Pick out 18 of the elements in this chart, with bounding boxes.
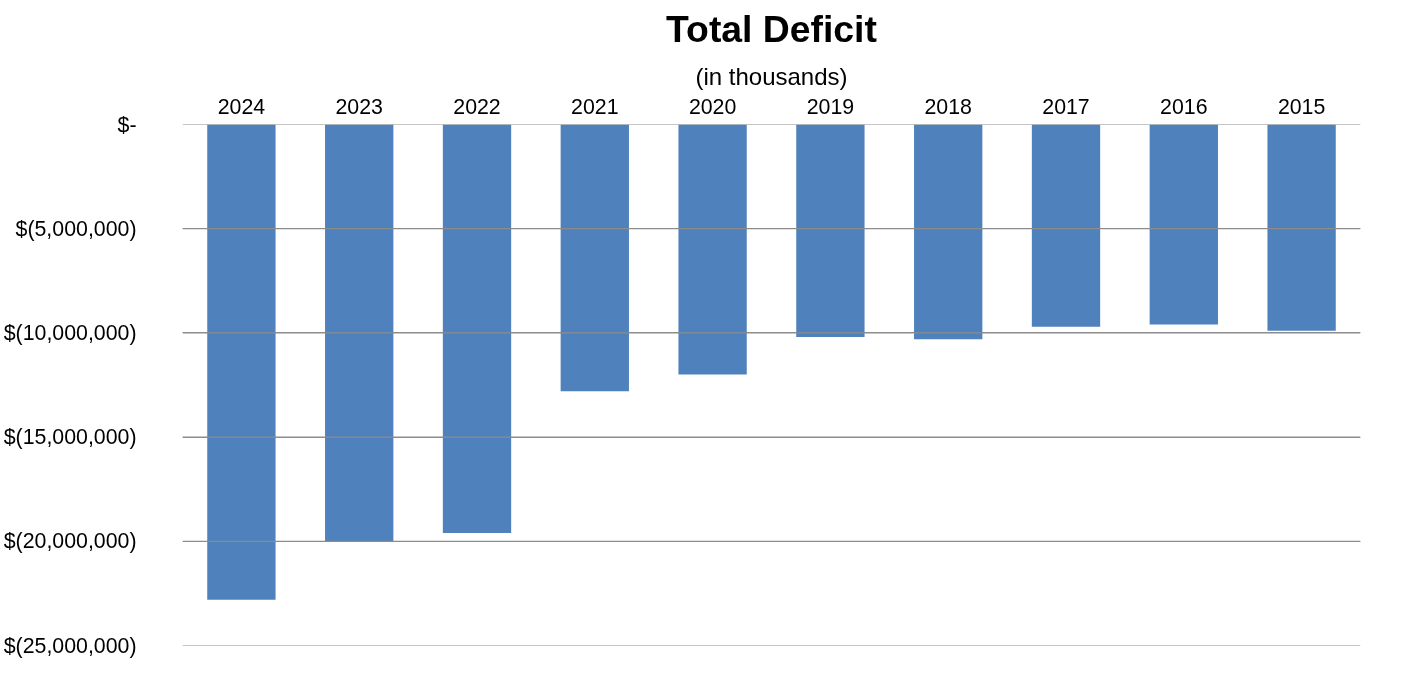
y-tick-label: $(25,000,000) [3, 633, 137, 658]
x-tick-label: 2016 [1160, 94, 1208, 119]
x-tick-label: 2019 [806, 94, 855, 119]
x-tick-label: 2022 [453, 94, 501, 119]
chart-title: Total Deficit [666, 7, 877, 50]
y-tick-label: $(5,000,000) [15, 216, 137, 241]
y-tick-label: $(10,000,000) [3, 320, 137, 345]
x-tick-label: 2021 [571, 94, 619, 119]
y-tick-label: $(20,000,000) [3, 529, 137, 554]
y-tick-label: $(15,000,000) [3, 425, 137, 450]
x-tick-label: 2023 [335, 94, 383, 119]
x-tick-label: 2017 [1042, 94, 1090, 119]
x-tick-label: 2020 [688, 94, 737, 119]
x-tick-label: 2015 [1277, 94, 1326, 119]
chart-subtitle: (in thousands) [695, 62, 848, 90]
x-tick-label: 2018 [924, 94, 972, 119]
y-tick-label: $- [117, 112, 137, 137]
x-tick-label: 2024 [217, 94, 266, 119]
